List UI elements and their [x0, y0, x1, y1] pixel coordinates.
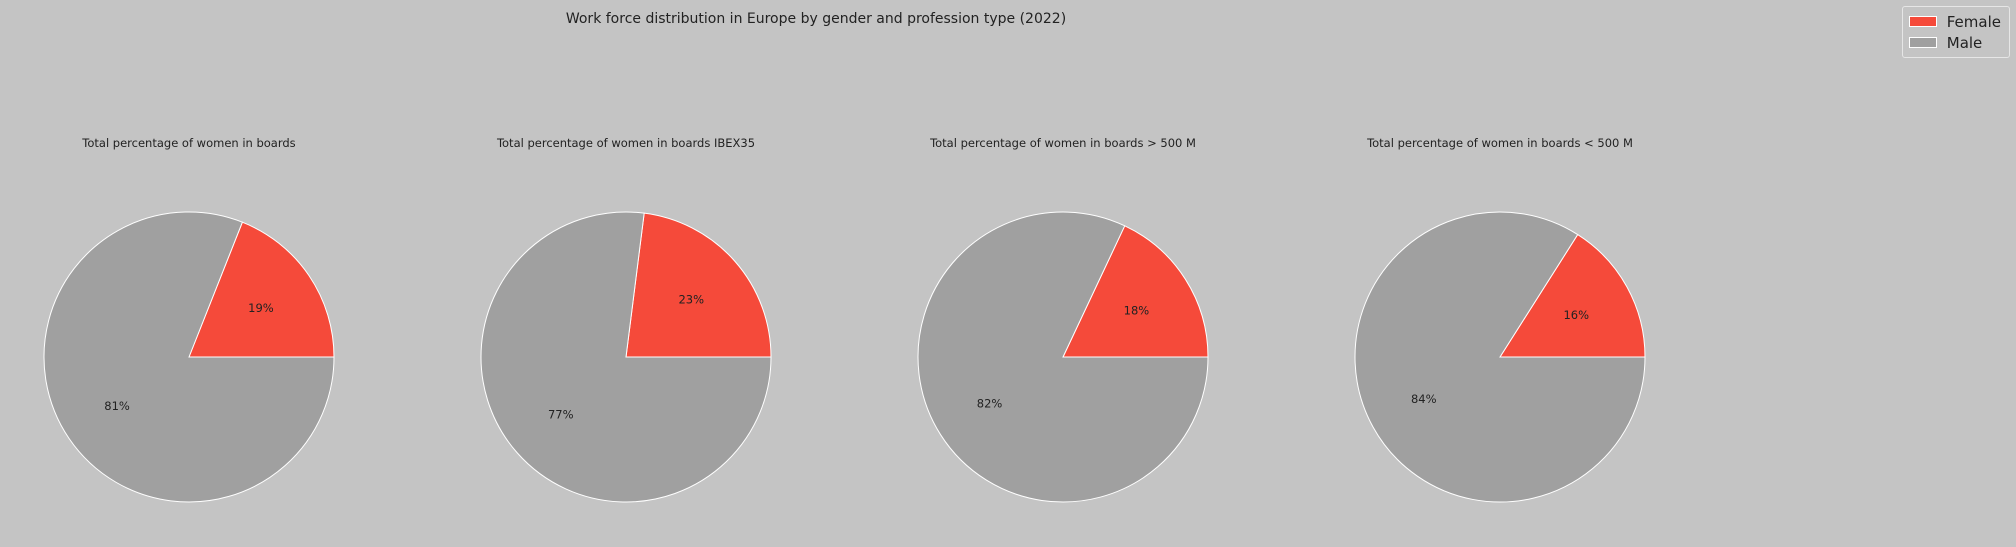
legend-swatch-male [1908, 37, 1937, 48]
pie-title-3: Total percentage of women in boards < 50… [1367, 136, 1633, 150]
pie-pct-label: 84% [1411, 392, 1437, 406]
pie-slice-female [1062, 225, 1209, 358]
pie-slice-female [625, 212, 772, 358]
figure-title: Work force distribution in Europe by gen… [565, 11, 1067, 27]
pie-title-2: Total percentage of women in boards > 50… [930, 136, 1196, 150]
pie-pct-label: 23% [678, 292, 704, 306]
pie-pct-label: 82% [977, 397, 1003, 411]
pie-slice-female [1499, 233, 1646, 358]
pie-slice-male [917, 211, 1209, 503]
pie-title-1: Total percentage of women in boards IBEX… [496, 136, 756, 150]
pie-pct-label: 19% [248, 301, 274, 315]
pie-title-0: Total percentage of women in boards [82, 136, 296, 150]
legend-item-male: Male [1908, 32, 2001, 53]
legend-swatch-female [1908, 16, 1937, 27]
legend-label-female: Female [1946, 12, 2001, 31]
pie-pct-label: 18% [1124, 303, 1150, 317]
pie-slice-male [1354, 211, 1646, 503]
pie-slice-female [188, 221, 335, 358]
pie-slice-male [43, 211, 335, 503]
pie-pct-label: 16% [1563, 308, 1589, 322]
pie-pct-label: 77% [548, 408, 574, 422]
legend: Female Male [1901, 6, 2010, 58]
pie-pct-label: 81% [104, 399, 130, 413]
pie-slice-male [480, 211, 772, 503]
legend-item-female: Female [1908, 11, 2001, 32]
legend-label-male: Male [1946, 33, 1983, 52]
